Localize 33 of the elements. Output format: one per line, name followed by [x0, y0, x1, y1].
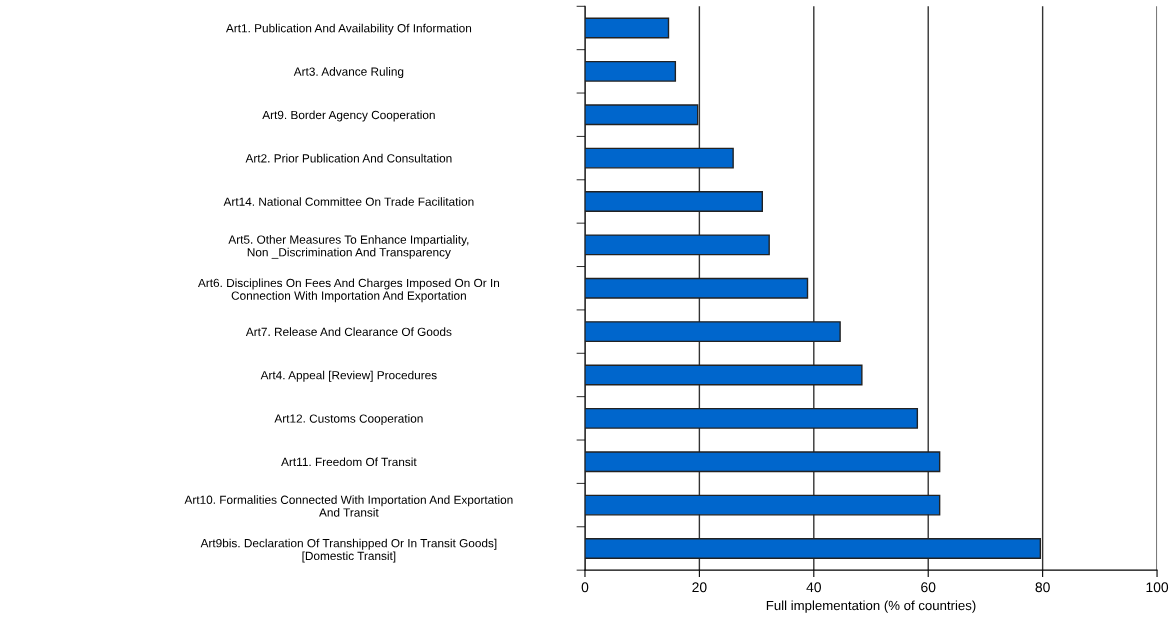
- bar: [584, 321, 841, 343]
- bar: [584, 60, 677, 82]
- bar: [584, 147, 734, 169]
- bar: [584, 191, 764, 212]
- y-tick-label: Art4. Appeal [Review] Procedures: [260, 370, 437, 382]
- y-tick-label: Art2. Prior Publication And Consultation: [245, 153, 452, 163]
- x-axis-title: Full implementation (% of countries): [766, 600, 976, 613]
- bar: [584, 494, 941, 516]
- bar: [584, 234, 770, 256]
- bar: [584, 451, 941, 473]
- y-tick-label: Art3. Advance Ruling: [293, 67, 404, 79]
- x-tick-label: 60: [921, 582, 936, 593]
- y-tick-label: Art12. Customs Cooperation: [274, 414, 423, 426]
- bar: [584, 17, 670, 39]
- bar: [584, 538, 1042, 559]
- x-tick-label: 20: [692, 582, 707, 593]
- y-tick-label: Art1. Publication And Availability Of Information: [225, 23, 472, 35]
- y-tick-label: Art7. Release And Clearance Of Goods: [245, 327, 452, 336]
- x-tick-label: 80: [1035, 582, 1050, 593]
- y-tick-label: Art9. Border Agency Cooperation: [262, 110, 435, 122]
- y-tick-label: Art14. National Committee On Trade Facilitation: [223, 197, 474, 206]
- y-tick-label: Art9bis. Declaration Of Transhipped Or In Transit Goods] [Domestic Transit]: [200, 538, 497, 563]
- bar: [584, 364, 863, 386]
- x-tick-label: 0: [581, 582, 589, 593]
- x-tick-label: 40: [806, 582, 821, 593]
- x-tick-label: 100: [1146, 582, 1169, 593]
- bar: [584, 407, 919, 429]
- y-tick-label: Art6. Disciplines On Fees And Charges Imposed On Or In Connection With Importation And Exportation: [197, 278, 500, 303]
- y-tick-label: Art11. Freedom Of Transit: [281, 457, 417, 467]
- y-tick-label: Art10. Formalities Connected With Importation And Exportation And Transit: [184, 495, 513, 517]
- y-tick-label: Art5. Other Measures To Enhance Impartiality, Non _Discrimination And Transparency: [228, 235, 469, 259]
- bar: [584, 104, 699, 126]
- bar: [584, 277, 809, 299]
